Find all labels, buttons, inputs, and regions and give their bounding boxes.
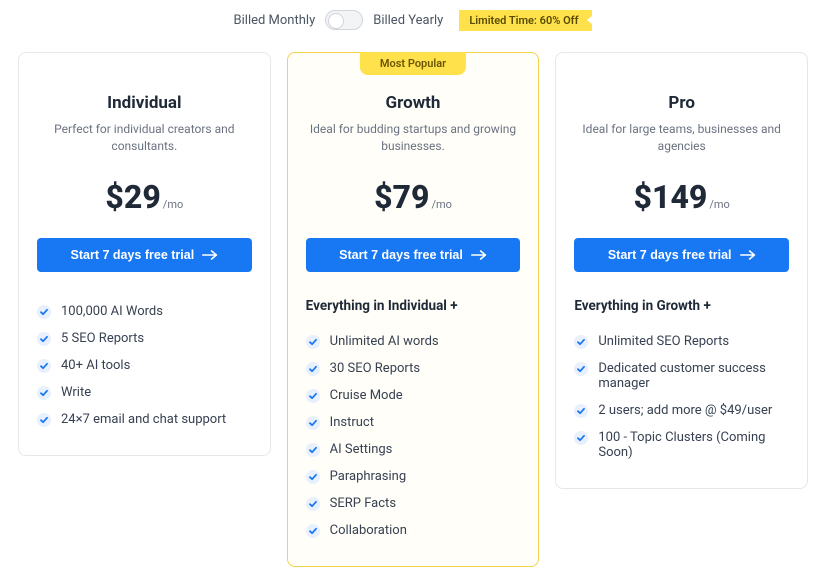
feature-item: 30 SEO Reports <box>306 355 521 382</box>
feature-list: Unlimited SEO Reports Dedicated customer … <box>574 328 789 466</box>
plan-price: $79 <box>374 178 429 216</box>
check-icon <box>37 332 51 346</box>
most-popular-ribbon: Most Popular <box>360 52 466 75</box>
check-icon <box>37 305 51 319</box>
feature-text: 30 SEO Reports <box>330 361 420 376</box>
arrow-right-icon <box>740 249 756 261</box>
feature-item: Unlimited SEO Reports <box>574 328 789 355</box>
feature-item: 2 users; add more @ $49/user <box>574 397 789 424</box>
feature-list: 100,000 AI Words 5 SEO Reports 40+ AI tool… <box>37 298 252 433</box>
feature-text: Unlimited AI words <box>330 334 439 349</box>
feature-text: Dedicated customer success manager <box>598 361 789 391</box>
check-icon <box>306 524 320 538</box>
check-icon <box>37 386 51 400</box>
plan-title: Individual <box>37 93 252 113</box>
promo-badge: Limited Time: 60% Off <box>453 13 592 28</box>
feature-text: SERP Facts <box>330 496 396 511</box>
feature-item: Paraphrasing <box>306 463 521 490</box>
check-icon <box>574 362 588 376</box>
feature-text: 40+ AI tools <box>61 358 130 373</box>
plan-price: $29 <box>105 178 160 216</box>
check-icon <box>37 413 51 427</box>
check-icon <box>574 404 588 418</box>
check-icon <box>306 443 320 457</box>
plan-subtitle: Ideal for large teams, businesses and ag… <box>574 121 789 156</box>
plan-card-individual: Individual Perfect for individual creator… <box>18 52 271 456</box>
feature-text: 24×7 email and chat support <box>61 412 226 427</box>
feature-text: Instruct <box>330 415 374 430</box>
feature-text: Write <box>61 385 91 400</box>
plan-period: /mo <box>709 198 729 211</box>
feature-item: Dedicated customer success manager <box>574 355 789 397</box>
everything-in-label: Everything in Individual + <box>306 298 521 314</box>
feature-item: 100 - Topic Clusters (Coming Soon) <box>574 424 789 466</box>
start-trial-button[interactable]: Start 7 days free trial <box>574 238 789 272</box>
price-row: $149/mo <box>574 178 789 216</box>
everything-in-label: Everything in Growth + <box>574 298 789 314</box>
check-icon <box>306 470 320 484</box>
plan-card-growth: Most Popular Growth Ideal for budding star… <box>287 52 540 567</box>
feature-text: Paraphrasing <box>330 469 406 484</box>
feature-text: 2 users; add more @ $49/user <box>598 403 772 418</box>
plan-card-pro: Pro Ideal for large teams, businesses and… <box>555 52 808 489</box>
arrow-right-icon <box>202 249 218 261</box>
check-icon <box>306 416 320 430</box>
check-icon <box>574 335 588 349</box>
feature-text: AI Settings <box>330 442 393 457</box>
feature-item: Collaboration <box>306 517 521 544</box>
feature-item: SERP Facts <box>306 490 521 517</box>
check-icon <box>37 359 51 373</box>
check-icon <box>306 335 320 349</box>
plan-period: /mo <box>163 198 183 211</box>
pricing-cards: Individual Perfect for individual creator… <box>18 52 808 567</box>
feature-text: Unlimited SEO Reports <box>598 334 729 349</box>
feature-item: Cruise Mode <box>306 382 521 409</box>
plan-title: Pro <box>574 93 789 113</box>
plan-price: $149 <box>634 178 708 216</box>
feature-text: 100,000 AI Words <box>61 304 163 319</box>
price-row: $79/mo <box>306 178 521 216</box>
start-trial-button[interactable]: Start 7 days free trial <box>37 238 252 272</box>
arrow-right-icon <box>471 249 487 261</box>
feature-item: 40+ AI tools <box>37 352 252 379</box>
billed-monthly-label: Billed Monthly <box>234 13 316 28</box>
plan-period: /mo <box>431 198 451 211</box>
plan-subtitle: Ideal for budding startups and growing b… <box>306 121 521 156</box>
check-icon <box>306 362 320 376</box>
start-trial-button[interactable]: Start 7 days free trial <box>306 238 521 272</box>
feature-item: 5 SEO Reports <box>37 325 252 352</box>
billing-toggle[interactable] <box>325 10 363 30</box>
feature-text: Collaboration <box>330 523 407 538</box>
price-row: $29/mo <box>37 178 252 216</box>
feature-list: Unlimited AI words 30 SEO Reports Cruise M… <box>306 328 521 544</box>
feature-text: 5 SEO Reports <box>61 331 144 346</box>
plan-title: Growth <box>306 93 521 113</box>
check-icon <box>306 389 320 403</box>
check-icon <box>306 497 320 511</box>
billing-toggle-row: Billed Monthly Billed Yearly Limited Tim… <box>18 10 808 30</box>
check-icon <box>574 431 588 445</box>
billed-yearly-label: Billed Yearly <box>373 13 443 28</box>
feature-text: 100 - Topic Clusters (Coming Soon) <box>598 430 789 460</box>
feature-item: Unlimited AI words <box>306 328 521 355</box>
feature-text: Cruise Mode <box>330 388 403 403</box>
feature-item: AI Settings <box>306 436 521 463</box>
promo-text: Limited Time: 60% Off <box>459 10 592 31</box>
cta-label: Start 7 days free trial <box>339 248 463 262</box>
cta-label: Start 7 days free trial <box>608 248 732 262</box>
plan-subtitle: Perfect for individual creators and cons… <box>37 121 252 156</box>
feature-item: 24×7 email and chat support <box>37 406 252 433</box>
cta-label: Start 7 days free trial <box>71 248 195 262</box>
feature-item: Instruct <box>306 409 521 436</box>
feature-item: 100,000 AI Words <box>37 298 252 325</box>
feature-item: Write <box>37 379 252 406</box>
